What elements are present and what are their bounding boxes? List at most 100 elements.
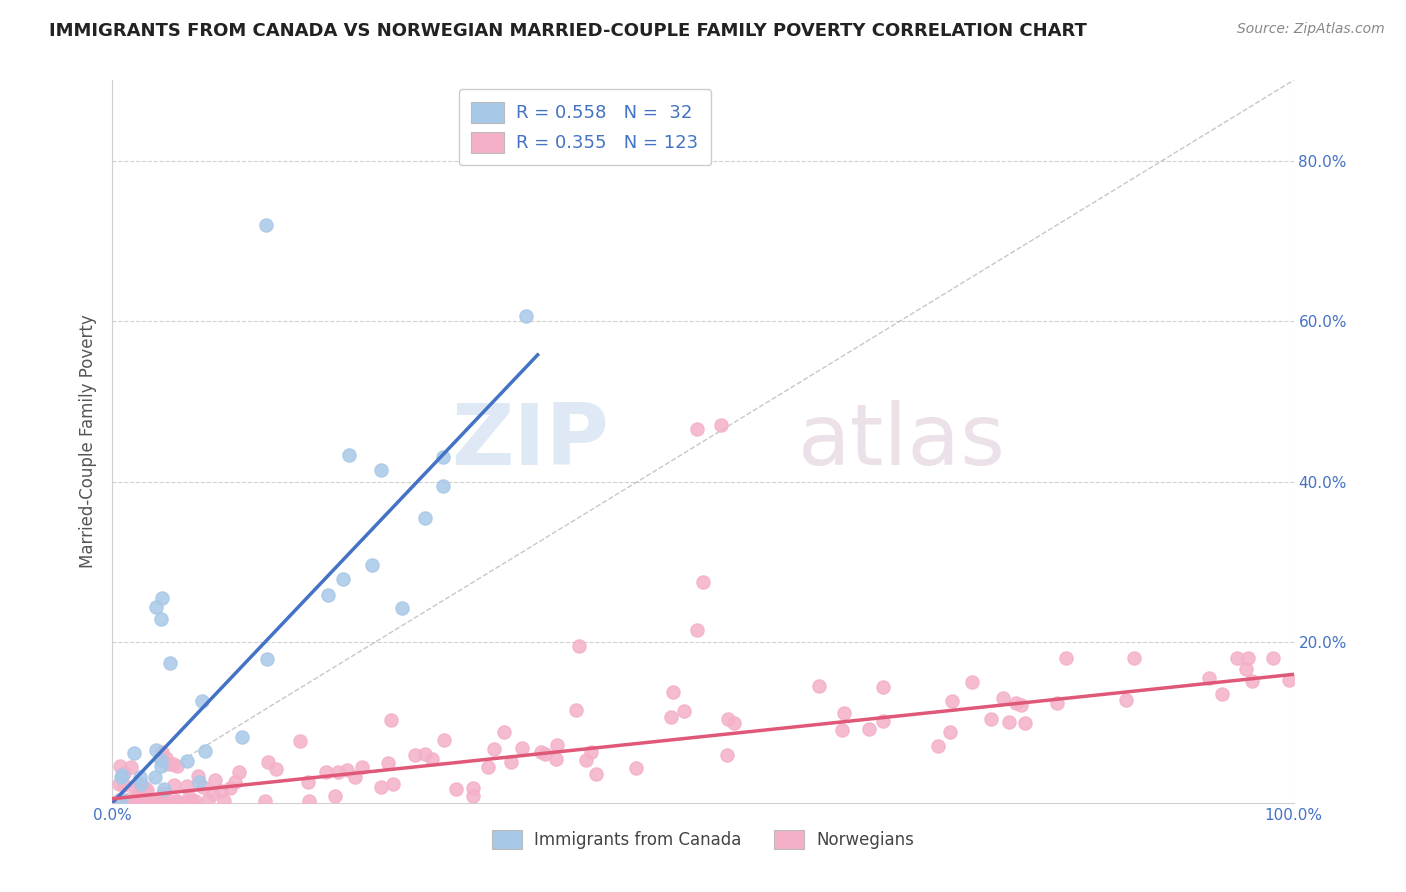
Point (117, 794, 139, 808)
Point (1046, 696, 1069, 710)
Point (204, 772, 226, 787)
Point (150, 794, 173, 808)
Point (257, 756, 280, 770)
Point (110, 794, 132, 808)
Text: Source: ZipAtlas.com: Source: ZipAtlas.com (1237, 22, 1385, 37)
Point (832, 706, 855, 720)
Point (177, 789, 200, 804)
Point (530, 745, 553, 759)
Point (1122, 651, 1144, 665)
Point (332, 573, 354, 587)
Point (202, 788, 225, 802)
Point (187, 775, 209, 789)
Point (534, 747, 557, 761)
Y-axis label: Married-Couple Family Poverty: Married-Couple Family Poverty (79, 315, 97, 568)
Point (336, 763, 359, 777)
Point (565, 703, 588, 717)
Point (117, 794, 139, 808)
Point (872, 714, 894, 729)
Point (716, 712, 738, 726)
Point (692, 574, 714, 589)
Point (831, 723, 853, 737)
Point (1054, 651, 1077, 665)
Point (980, 712, 1002, 726)
Point (166, 794, 188, 808)
Point (264, 763, 287, 777)
Point (1240, 674, 1263, 689)
Point (108, 777, 131, 791)
Point (157, 757, 180, 772)
Point (228, 764, 250, 779)
Point (124, 782, 146, 797)
Point (328, 764, 350, 779)
Point (209, 784, 232, 798)
Point (150, 746, 173, 760)
Point (361, 558, 384, 572)
Point (159, 656, 181, 670)
Point (112, 766, 135, 780)
Point (127, 789, 149, 803)
Point (112, 779, 135, 793)
Point (941, 694, 963, 708)
Point (1226, 651, 1249, 665)
Point (231, 730, 253, 744)
Point (145, 794, 167, 808)
Point (343, 770, 366, 784)
Point (927, 739, 949, 753)
Point (110, 792, 132, 806)
Point (391, 601, 413, 615)
Point (254, 218, 277, 232)
Point (568, 639, 591, 653)
Point (370, 462, 392, 476)
Point (444, 782, 467, 797)
Text: ZIP: ZIP (451, 400, 609, 483)
Legend: Immigrants from Canada, Norwegians: Immigrants from Canada, Norwegians (485, 823, 921, 856)
Point (179, 793, 201, 807)
Point (219, 781, 242, 796)
Point (710, 418, 733, 433)
Point (370, 780, 392, 794)
Point (352, 760, 374, 774)
Point (413, 747, 436, 761)
Point (135, 783, 157, 797)
Point (544, 752, 567, 766)
Point (501, 755, 523, 769)
Point (145, 599, 167, 614)
Point (461, 781, 484, 796)
Point (107, 794, 129, 808)
Point (716, 747, 738, 762)
Point (128, 777, 150, 791)
Point (212, 794, 235, 808)
Point (149, 794, 172, 808)
Point (581, 745, 603, 759)
Point (1234, 662, 1257, 676)
Point (575, 753, 598, 767)
Point (138, 794, 160, 808)
Point (492, 724, 515, 739)
Point (380, 714, 402, 728)
Point (998, 714, 1021, 729)
Point (723, 715, 745, 730)
Point (432, 478, 454, 492)
Point (672, 704, 695, 718)
Point (197, 793, 219, 807)
Point (404, 748, 426, 763)
Point (661, 685, 683, 699)
Point (180, 794, 202, 808)
Point (585, 766, 607, 780)
Point (512, 741, 534, 756)
Point (515, 309, 537, 323)
Point (1010, 698, 1032, 713)
Point (143, 770, 166, 784)
Point (146, 794, 169, 808)
Point (288, 734, 311, 748)
Point (315, 764, 337, 779)
Point (858, 722, 880, 736)
Point (624, 761, 647, 775)
Point (420, 752, 443, 766)
Point (191, 693, 214, 707)
Point (382, 777, 405, 791)
Point (111, 768, 134, 782)
Point (184, 794, 207, 808)
Point (153, 782, 176, 797)
